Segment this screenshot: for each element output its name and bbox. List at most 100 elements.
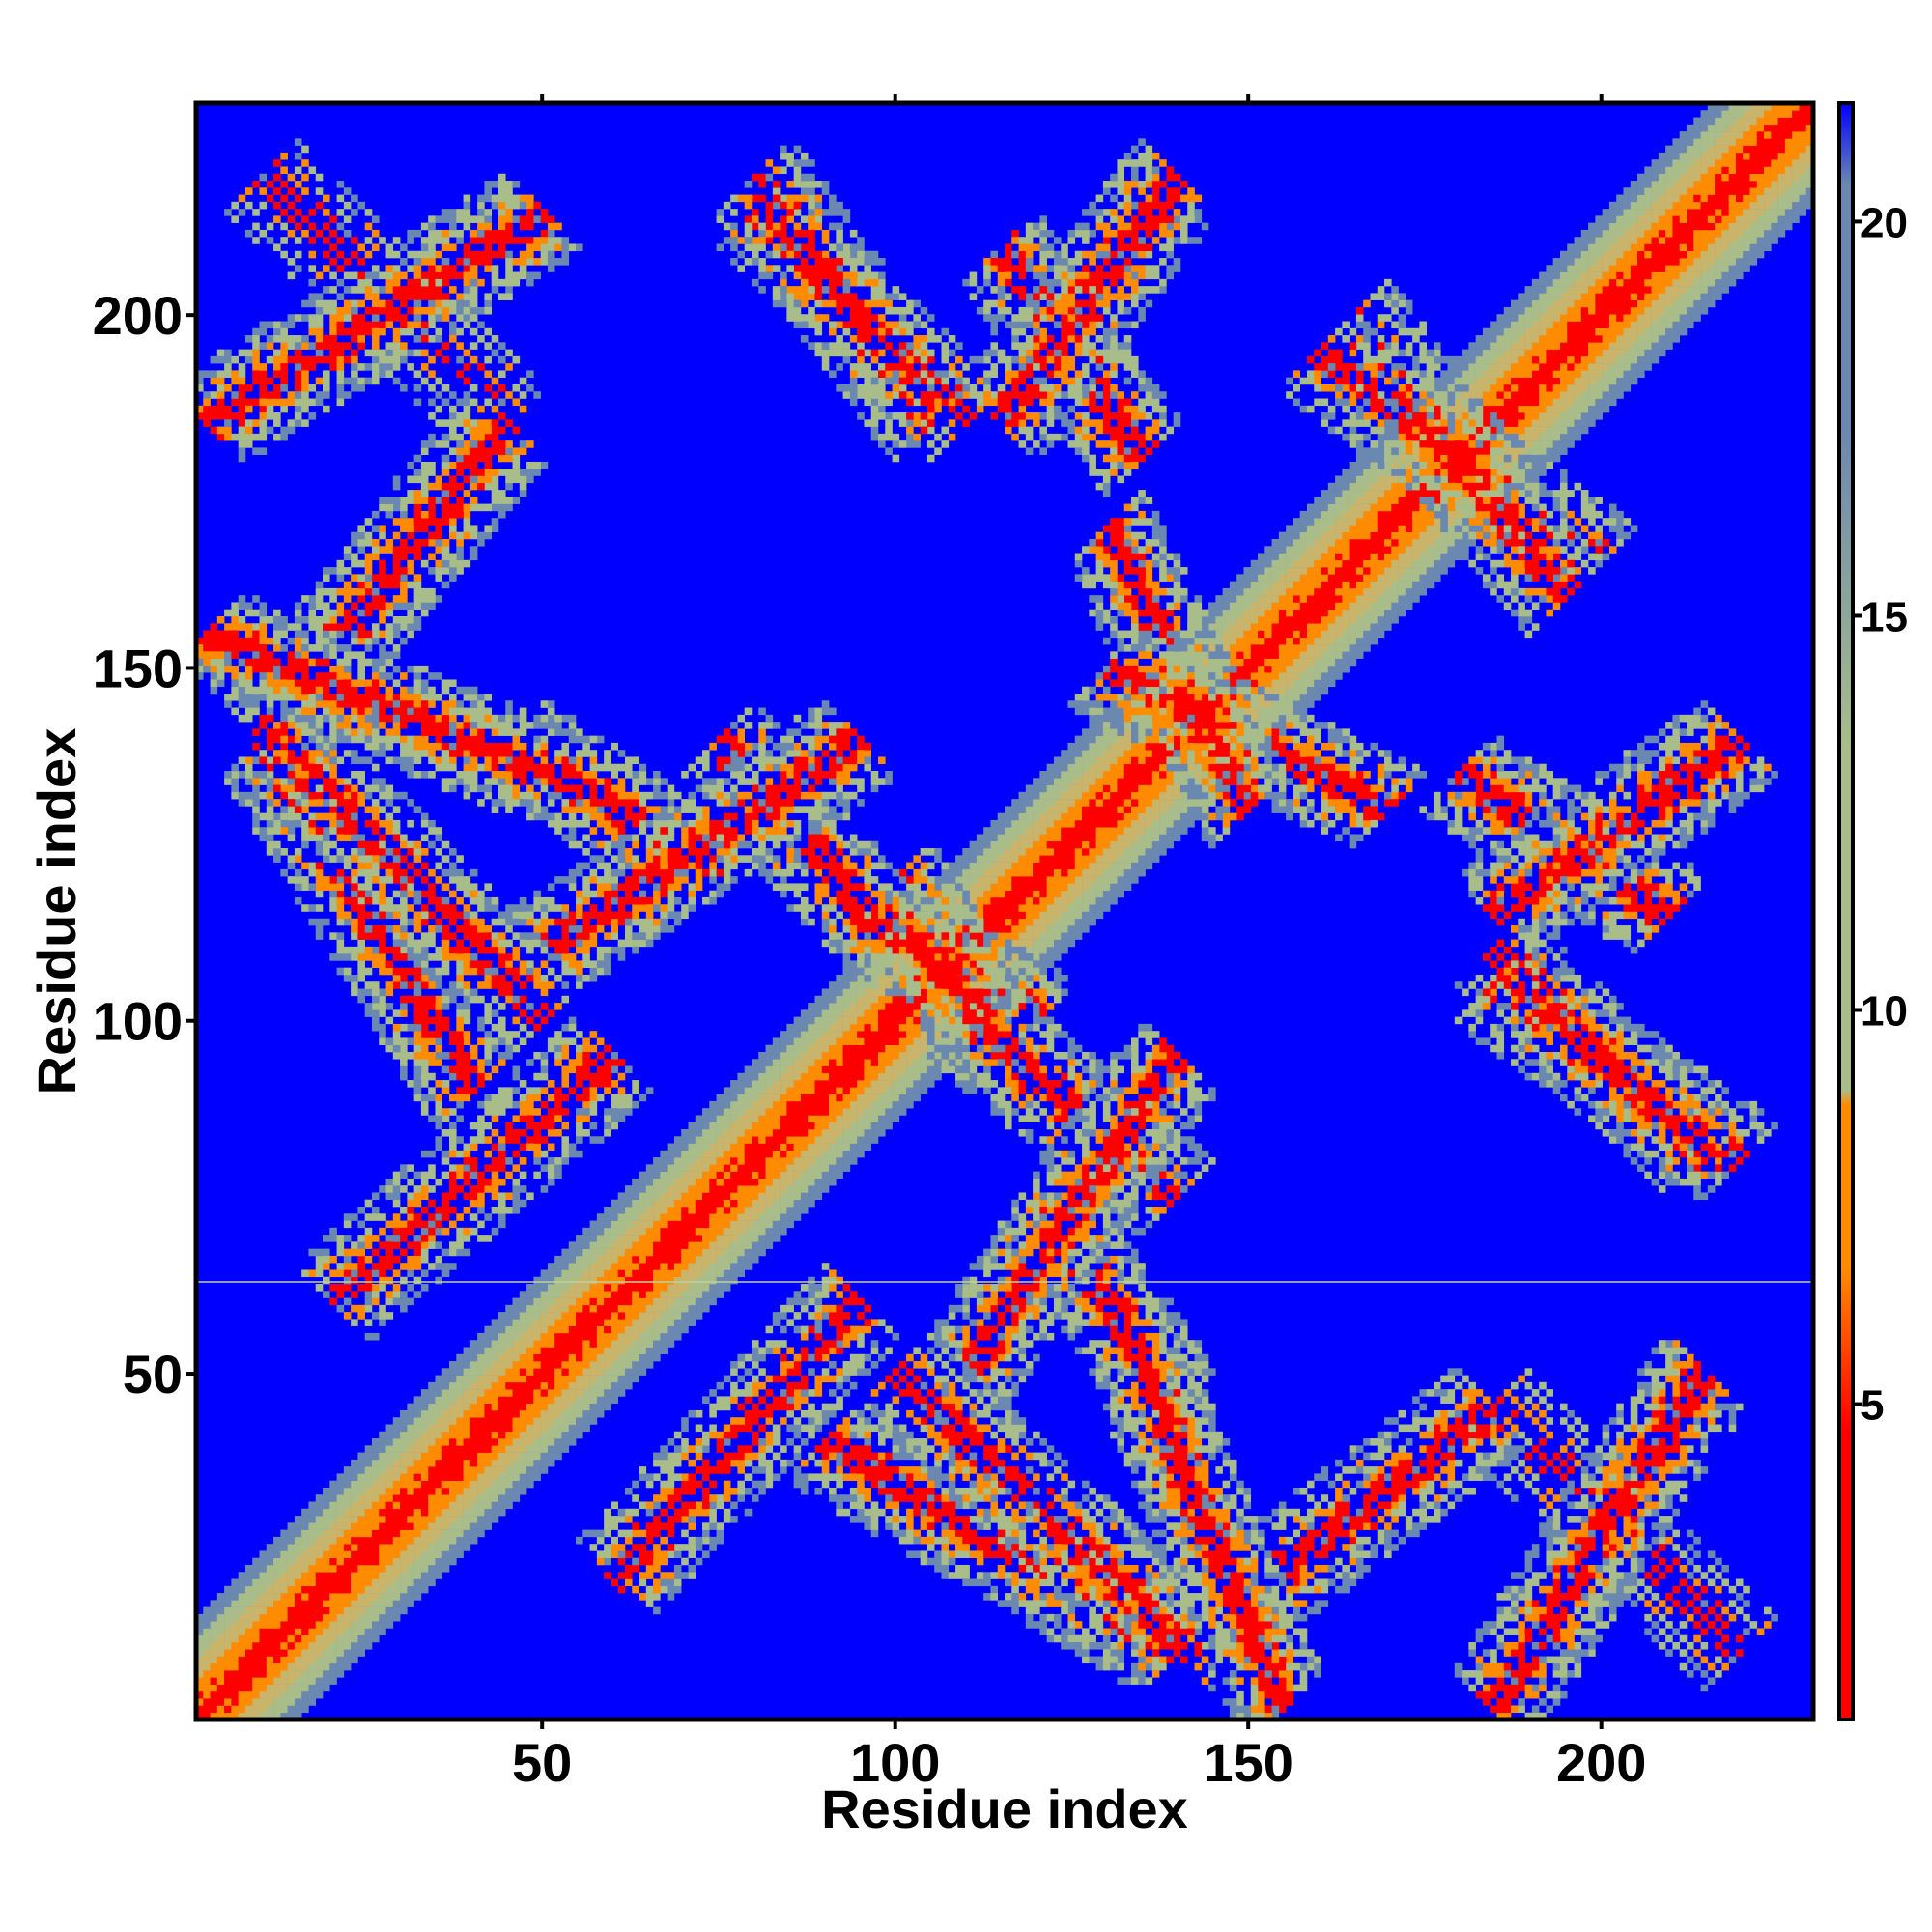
heatmap-cell bbox=[469, 1480, 478, 1489]
heatmap-cell bbox=[1102, 876, 1111, 884]
heatmap-cell bbox=[1278, 538, 1287, 547]
heatmap-cell bbox=[491, 1424, 499, 1433]
heatmap-cell bbox=[1159, 840, 1167, 849]
heatmap-cell bbox=[702, 1213, 710, 1221]
heatmap-cell bbox=[617, 1319, 626, 1326]
heatmap-cell bbox=[491, 1319, 499, 1326]
heatmap-cell bbox=[238, 1649, 246, 1657]
heatmap-cell bbox=[1067, 911, 1076, 920]
heatmap-cell bbox=[273, 1634, 281, 1643]
heatmap-cell bbox=[1046, 827, 1055, 835]
heatmap-cell bbox=[1102, 735, 1111, 744]
heatmap-cell bbox=[836, 1016, 843, 1025]
heatmap-cell bbox=[737, 1143, 746, 1151]
heatmap-cell bbox=[428, 1459, 436, 1467]
heatmap-cell bbox=[1151, 799, 1160, 807]
heatmap-cell bbox=[273, 1677, 281, 1685]
heatmap-cell bbox=[210, 1634, 218, 1643]
heatmap-cell bbox=[477, 1409, 485, 1418]
heatmap-cell bbox=[364, 1459, 373, 1467]
heatmap-cell bbox=[1067, 784, 1076, 793]
heatmap-cell bbox=[287, 1564, 296, 1573]
heatmap-cell bbox=[1033, 791, 1040, 800]
heatmap-cell bbox=[695, 1263, 703, 1270]
heatmap-cell bbox=[252, 1712, 260, 1720]
heatmap-cell bbox=[379, 1516, 386, 1523]
heatmap-cell bbox=[667, 1312, 675, 1320]
heatmap-cell bbox=[1306, 700, 1315, 708]
heatmap-cell bbox=[561, 1417, 570, 1425]
heatmap-cell bbox=[786, 1171, 794, 1179]
heatmap-cell bbox=[315, 1628, 324, 1636]
heatmap-cell bbox=[364, 1550, 373, 1558]
heatmap-cell bbox=[1321, 553, 1329, 561]
heatmap-cell bbox=[892, 1087, 900, 1094]
heatmap-cell bbox=[1306, 686, 1315, 695]
heatmap-cell bbox=[1123, 784, 1132, 793]
heatmap-cell bbox=[793, 1136, 802, 1144]
heatmap-cell bbox=[709, 1157, 717, 1165]
heatmap-cell bbox=[842, 1065, 851, 1074]
heatmap-cell bbox=[1349, 581, 1357, 589]
heatmap-cell bbox=[758, 1207, 766, 1214]
heatmap-cell bbox=[428, 1473, 436, 1481]
heatmap-cell bbox=[252, 1705, 260, 1714]
heatmap-cell bbox=[589, 1332, 598, 1341]
heatmap-cell bbox=[842, 981, 851, 989]
heatmap-cell bbox=[1117, 799, 1125, 807]
heatmap-cell bbox=[547, 1381, 555, 1390]
heatmap-cell bbox=[821, 1023, 830, 1032]
heatmap-cell bbox=[1222, 609, 1231, 617]
heatmap-cell bbox=[379, 1544, 386, 1551]
heatmap-cell bbox=[238, 1705, 246, 1714]
heatmap-cell bbox=[273, 1557, 281, 1566]
heatmap-cell bbox=[737, 1263, 746, 1270]
heatmap-cell bbox=[1377, 609, 1385, 617]
heatmap-cell bbox=[772, 1108, 781, 1116]
heatmap-cell bbox=[385, 1494, 394, 1502]
heatmap-cell bbox=[870, 1065, 879, 1074]
heatmap-cell bbox=[400, 1501, 408, 1510]
heatmap-cell bbox=[772, 1087, 781, 1094]
heatmap-cell bbox=[1391, 497, 1399, 504]
heatmap-cell bbox=[1419, 503, 1427, 512]
heatmap-cell bbox=[730, 1157, 738, 1165]
heatmap-cell bbox=[990, 918, 999, 926]
heatmap-cell bbox=[1299, 686, 1308, 695]
heatmap-cell bbox=[582, 1227, 590, 1236]
heatmap-cell bbox=[645, 1361, 654, 1369]
heatmap-cell bbox=[1258, 567, 1265, 575]
heatmap-cell bbox=[1370, 574, 1378, 582]
heatmap-cell bbox=[259, 1690, 268, 1699]
heatmap-cell bbox=[786, 1207, 794, 1214]
heatmap-cell bbox=[1355, 538, 1364, 547]
heatmap-cell bbox=[1363, 518, 1371, 526]
heatmap-cell bbox=[1033, 778, 1040, 785]
heatmap-cell bbox=[1271, 609, 1280, 617]
heatmap-cell bbox=[1082, 876, 1090, 884]
heatmap-cell bbox=[702, 1220, 710, 1229]
heatmap-cell bbox=[224, 1621, 232, 1629]
heatmap-cell bbox=[428, 1466, 436, 1474]
heatmap-cell bbox=[519, 1291, 527, 1298]
heatmap-cell bbox=[611, 1375, 618, 1383]
heatmap-cell bbox=[821, 1009, 830, 1017]
heatmap-cell bbox=[821, 1164, 830, 1172]
heatmap-cell bbox=[1335, 630, 1343, 639]
heatmap-cell bbox=[667, 1276, 675, 1285]
heatmap-cell bbox=[1061, 750, 1068, 757]
heatmap-cell bbox=[842, 1100, 851, 1109]
heatmap-cell bbox=[596, 1235, 605, 1242]
heatmap-cell bbox=[997, 974, 1006, 982]
heatmap-cell bbox=[1293, 559, 1300, 568]
heatmap-cell bbox=[1355, 609, 1364, 617]
heatmap-cell bbox=[765, 1094, 774, 1102]
heatmap-cell bbox=[962, 855, 970, 863]
heatmap-cell bbox=[639, 1368, 647, 1376]
heatmap-cell bbox=[660, 1220, 668, 1229]
heatmap-cell bbox=[667, 1248, 675, 1257]
heatmap-cell bbox=[216, 1641, 225, 1650]
heatmap-cell bbox=[266, 1670, 274, 1678]
heatmap-cell bbox=[1159, 707, 1167, 716]
heatmap-cell bbox=[983, 904, 991, 912]
